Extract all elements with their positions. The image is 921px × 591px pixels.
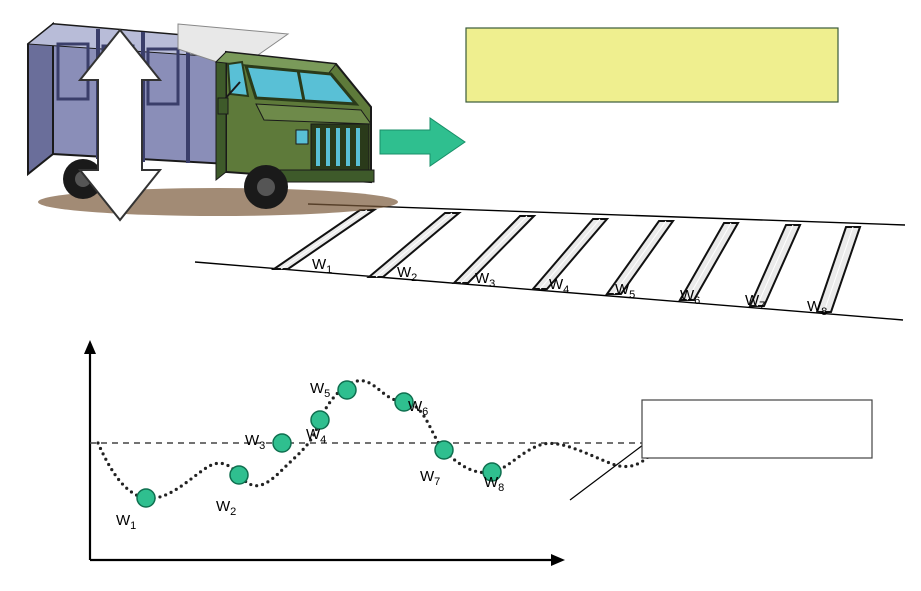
road-top-line (308, 204, 905, 225)
data-point (338, 381, 356, 399)
point-label: W3 (245, 432, 265, 452)
sensor-strip (533, 219, 607, 289)
data-point (230, 466, 248, 484)
point-label: W2 (216, 498, 236, 518)
truck-illustration (28, 24, 398, 216)
data-point (273, 434, 291, 452)
strip-label: W3 (475, 270, 495, 290)
legend-box (642, 400, 872, 458)
strip-label: W1 (312, 256, 332, 276)
strip-label: W5 (615, 281, 635, 301)
strip-label: W4 (549, 276, 569, 296)
weight-chart (84, 340, 660, 566)
strip-label: W8 (807, 298, 827, 318)
forward-arrow-icon (380, 118, 465, 166)
data-point (137, 489, 155, 507)
diagram-canvas (0, 0, 921, 591)
point-label: W4 (306, 426, 326, 446)
strip-label: W7 (745, 292, 765, 312)
point-label: W8 (484, 474, 504, 494)
sensor-strips (274, 210, 860, 312)
point-label: W5 (310, 380, 330, 400)
title-box (466, 28, 838, 102)
point-label: W7 (420, 468, 440, 488)
strip-label: W2 (397, 264, 417, 284)
strip-label: W6 (680, 287, 700, 307)
point-label: W1 (116, 512, 136, 532)
data-point (435, 441, 453, 459)
point-label: W6 (408, 398, 428, 418)
